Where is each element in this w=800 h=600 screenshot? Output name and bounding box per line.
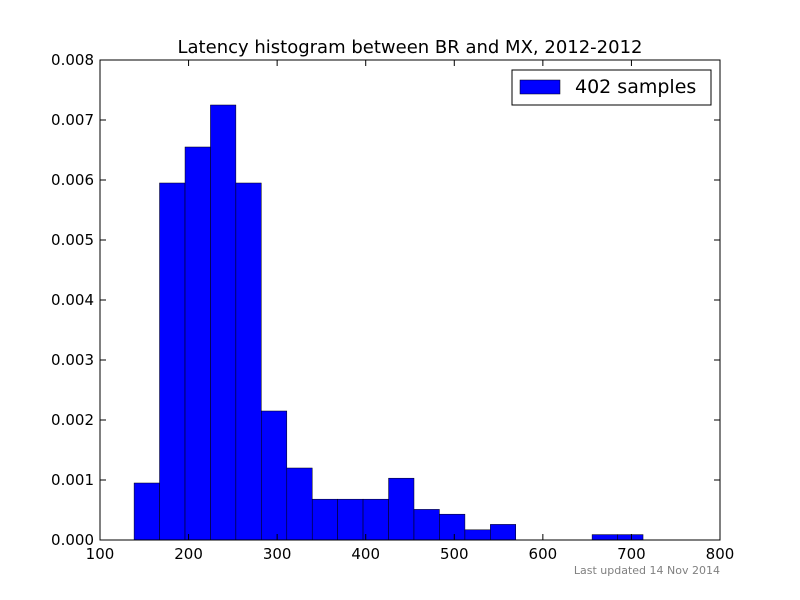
histogram-bar — [413, 509, 440, 541]
axis-ticks: 100 200 300 400 500 600 700 800 0.000 0.001 0.002 0… — [51, 51, 734, 563]
x-tick-label: 700 — [617, 545, 646, 563]
y-tick-label: 0.000 — [51, 531, 94, 549]
histogram-bar — [439, 513, 466, 541]
histogram-bar — [490, 524, 517, 541]
x-tick-label: 300 — [263, 545, 292, 563]
x-tick-label: 600 — [529, 545, 558, 563]
legend-label: 402 samples — [575, 76, 696, 98]
y-tick-label: 0.006 — [51, 171, 94, 189]
histogram-bar — [235, 182, 262, 541]
legend-swatch — [519, 79, 561, 95]
y-tick-label: 0.001 — [51, 471, 94, 489]
y-tick-label: 0.007 — [51, 111, 94, 129]
legend: 402 samples — [511, 69, 712, 106]
x-tick-label: 500 — [440, 545, 469, 563]
x-tick-label: 400 — [351, 545, 380, 563]
y-tick-label: 0.004 — [51, 291, 94, 309]
y-tick-label: 0.002 — [51, 411, 94, 429]
x-tick-label: 100 — [86, 545, 115, 563]
histogram-bar — [261, 410, 288, 541]
histogram-bar — [159, 182, 186, 541]
histogram-bar — [464, 529, 491, 541]
x-tick-label: 200 — [174, 545, 203, 563]
histogram-bar — [617, 534, 644, 541]
y-tick-label: 0.008 — [51, 51, 94, 69]
chart-title: Latency histogram between BR and MX, 201… — [178, 37, 643, 58]
y-tick-label: 0.005 — [51, 231, 94, 249]
histogram-bar — [591, 534, 618, 541]
histogram-bar — [184, 146, 211, 541]
histogram-bar — [133, 482, 160, 541]
y-tick-label: 0.003 — [51, 351, 94, 369]
histogram-bar — [337, 498, 364, 541]
histogram-bar — [210, 104, 237, 541]
histogram-bar — [286, 467, 313, 541]
last-updated-note: Last updated 14 Nov 2014 — [574, 564, 720, 577]
histogram-bar — [362, 498, 389, 541]
histogram-bar — [388, 477, 415, 541]
x-tick-label: 800 — [706, 545, 735, 563]
histogram-bar — [311, 498, 338, 541]
histogram-bars — [133, 104, 644, 541]
